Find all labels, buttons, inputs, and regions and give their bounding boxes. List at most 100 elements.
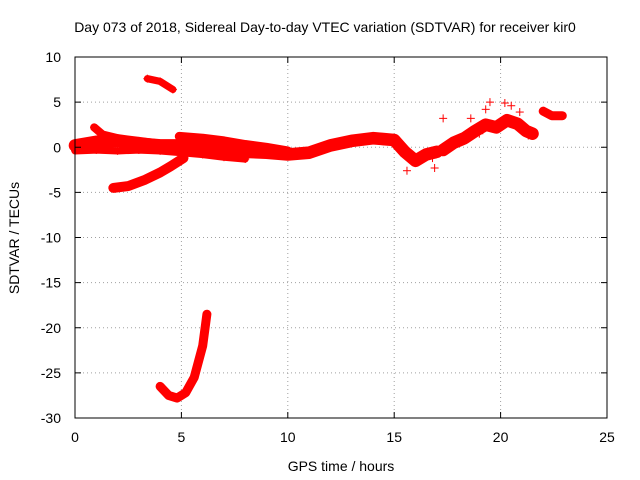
data-point — [156, 168, 165, 177]
data-point — [368, 134, 377, 143]
x-tick-label: 20 — [493, 429, 509, 445]
scatter-point — [439, 114, 448, 123]
scatter-point — [430, 164, 439, 173]
data-point — [422, 150, 431, 159]
y-tick-label: -15 — [41, 275, 61, 291]
scatter-point — [466, 114, 475, 123]
data-point — [471, 127, 480, 136]
data-point — [92, 145, 101, 154]
y-tick-label: -30 — [41, 410, 61, 426]
ticks: 0 5 10 15 20 25 10 5 0 -5 -10 -15 -20 -25 -30 — [41, 49, 615, 445]
series-high-arc — [143, 74, 177, 94]
data-point — [241, 147, 250, 156]
data-point — [198, 143, 207, 152]
scatter-point — [437, 147, 446, 156]
data-point — [124, 182, 133, 191]
scatter-point — [515, 108, 524, 117]
data-point — [175, 132, 184, 141]
data-point — [219, 153, 228, 162]
chart-title: Day 073 of 2018, Sidereal Day-to-day VTE… — [74, 19, 576, 35]
y-tick-label: -25 — [41, 365, 61, 381]
data-point — [262, 143, 271, 152]
data-point — [156, 146, 165, 155]
series-evening-cloud — [436, 113, 539, 157]
series-band — [155, 309, 212, 403]
x-tick-label: 10 — [280, 429, 296, 445]
scatter-point — [524, 131, 533, 140]
data-point — [156, 77, 165, 86]
series-low-arc — [155, 309, 212, 403]
series-upper-branch — [90, 123, 165, 148]
data-point — [113, 146, 122, 155]
scatter-point — [428, 154, 437, 163]
x-tick-label: 0 — [71, 429, 79, 445]
data-point — [141, 175, 150, 184]
scatter-point — [402, 166, 411, 175]
series-band — [436, 113, 539, 157]
data-point — [522, 127, 531, 136]
data-point — [558, 111, 567, 120]
data-point — [92, 137, 101, 146]
data-point — [305, 148, 314, 157]
data-point — [90, 123, 99, 132]
data-point — [134, 145, 143, 154]
x-tick-label: 15 — [386, 429, 402, 445]
data-point — [198, 134, 207, 143]
data-point — [390, 136, 399, 145]
data-point — [198, 341, 207, 350]
data-point — [166, 162, 175, 171]
data-point — [219, 136, 228, 145]
y-tick-label: -5 — [49, 184, 62, 200]
x-tick-label: 25 — [599, 429, 615, 445]
data-point — [173, 394, 182, 403]
y-tick-label: -20 — [41, 320, 61, 336]
data-point — [439, 145, 448, 154]
data-point — [241, 154, 250, 163]
data-point — [460, 134, 469, 143]
series-late-cloud — [538, 106, 567, 121]
data-point — [400, 147, 409, 156]
data-point — [449, 138, 458, 147]
scatter-point — [500, 99, 509, 108]
data-point — [98, 130, 107, 139]
y-axis-label: SDTVAR / TECUs — [6, 182, 22, 294]
data-point — [190, 373, 199, 382]
scatter-point — [481, 105, 490, 114]
data-point — [481, 120, 490, 129]
data-point — [502, 116, 511, 125]
data-point — [241, 140, 250, 149]
data-series — [68, 74, 567, 403]
series-afternoon-band — [174, 131, 293, 156]
data-point — [202, 310, 211, 319]
data-point — [181, 388, 190, 397]
data-point — [177, 141, 186, 150]
series-band — [108, 153, 189, 193]
y-tick-label: 10 — [45, 49, 61, 65]
data-point — [198, 150, 207, 159]
data-point — [156, 382, 165, 391]
scatter-point — [485, 98, 494, 107]
data-point — [513, 119, 522, 128]
x-axis-label: GPS time / hours — [288, 458, 395, 474]
scatter-point — [475, 129, 484, 138]
data-point — [143, 74, 152, 83]
data-point — [179, 154, 188, 163]
data-point — [528, 129, 537, 138]
data-point — [156, 139, 165, 148]
y-tick-label: 5 — [53, 94, 61, 110]
data-point — [113, 134, 122, 143]
data-point — [347, 136, 356, 145]
x-tick-label: 5 — [178, 429, 186, 445]
data-point — [168, 85, 177, 94]
y-tick-label: 0 — [53, 139, 61, 155]
data-point — [164, 391, 173, 400]
data-point — [547, 111, 556, 120]
series-band — [538, 106, 567, 121]
data-point — [411, 156, 420, 165]
grid — [75, 57, 607, 418]
data-point — [539, 107, 548, 116]
series-descending-arc — [108, 153, 189, 193]
series-lower-branch — [71, 145, 250, 163]
data-point — [326, 141, 335, 150]
